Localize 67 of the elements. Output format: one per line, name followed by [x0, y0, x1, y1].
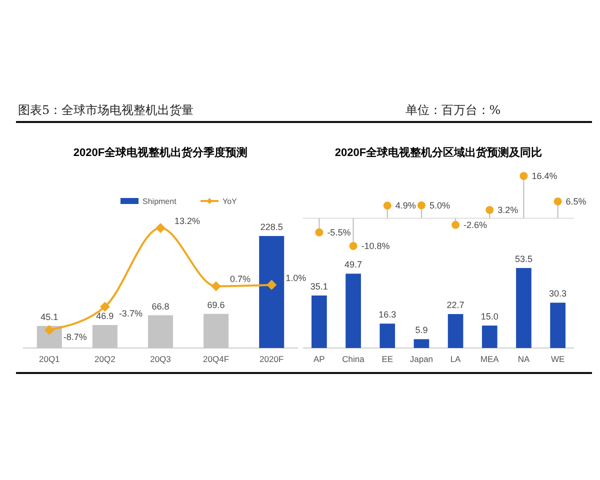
point [100, 302, 110, 312]
point [452, 220, 460, 229]
data-label: 5.9 [415, 325, 428, 336]
data-label: -10.8% [361, 241, 390, 251]
point [520, 172, 528, 180]
point [266, 280, 277, 290]
bar [414, 339, 430, 348]
data-label: 53.5 [514, 254, 532, 264]
point [211, 281, 222, 292]
data-label: -3.7% [118, 308, 142, 319]
data-label: 6.5% [566, 196, 586, 206]
data-label: -2.6% [464, 220, 488, 230]
point [417, 201, 426, 210]
data-label: 1.0% [286, 272, 306, 283]
chart-title: 2020F全球电视整机出货分季度预测 [73, 146, 248, 159]
bar [482, 326, 498, 348]
data-label: 15.0 [480, 312, 498, 322]
x-tick-label: 2020F [260, 354, 284, 364]
point [315, 228, 324, 236]
data-label: 16.3 [378, 310, 396, 320]
x-tick-label: AP [314, 354, 326, 364]
legend-label: Shipment [142, 197, 178, 206]
data-label: 66.8 [152, 301, 170, 312]
x-tick-label: NA [518, 354, 530, 364]
point [383, 202, 392, 210]
data-label: 228.5 [260, 222, 283, 232]
point [554, 197, 562, 206]
x-tick-label: WE [550, 354, 565, 364]
data-label: 5.0% [429, 200, 450, 210]
point [486, 206, 494, 214]
x-tick-label: 20Q3 [150, 354, 172, 364]
point [44, 324, 54, 336]
bar [346, 274, 361, 348]
data-label: 3.2% [498, 204, 518, 215]
x-tick-label: China [342, 354, 365, 364]
bar [516, 268, 532, 348]
bar [259, 236, 284, 348]
legend-label: YoY [222, 197, 238, 206]
data-label: 35.1 [310, 282, 328, 292]
data-label: 69.6 [207, 300, 225, 310]
point [155, 222, 166, 234]
bar [448, 314, 464, 348]
data-label: -8.7% [63, 332, 87, 342]
data-label: -5.5% [327, 227, 351, 238]
point [349, 242, 358, 250]
data-label: 49.7 [344, 260, 362, 270]
chart-title: 2020F全球电视整机分区域出货预测及同比 [334, 146, 542, 159]
data-label: 45.1 [40, 312, 58, 322]
x-tick-label: MEA [480, 354, 500, 364]
bar [312, 296, 327, 348]
x-tick-label: 20Q1 [38, 354, 60, 364]
data-label: 30.3 [549, 288, 567, 299]
x-tick-label: 20Q4F [203, 354, 230, 364]
data-label: 13.2% [174, 216, 200, 226]
x-tick-label: 20Q2 [94, 354, 116, 364]
data-label: 46.9 [96, 311, 114, 322]
x-tick-label: LA [450, 354, 462, 364]
text: 图表5：全球市场电视整机出货量 [18, 103, 194, 117]
bar [550, 302, 566, 348]
data-label: 22.7 [446, 300, 464, 310]
x-tick-label: Japan [410, 354, 434, 364]
text: 单位：百万台：% [405, 103, 501, 117]
data-label: 0.7% [230, 274, 251, 284]
data-label: 16.4% [532, 171, 558, 181]
bar [380, 324, 396, 348]
x-tick-label: EE [382, 354, 394, 364]
data-label: 4.9% [395, 200, 416, 211]
